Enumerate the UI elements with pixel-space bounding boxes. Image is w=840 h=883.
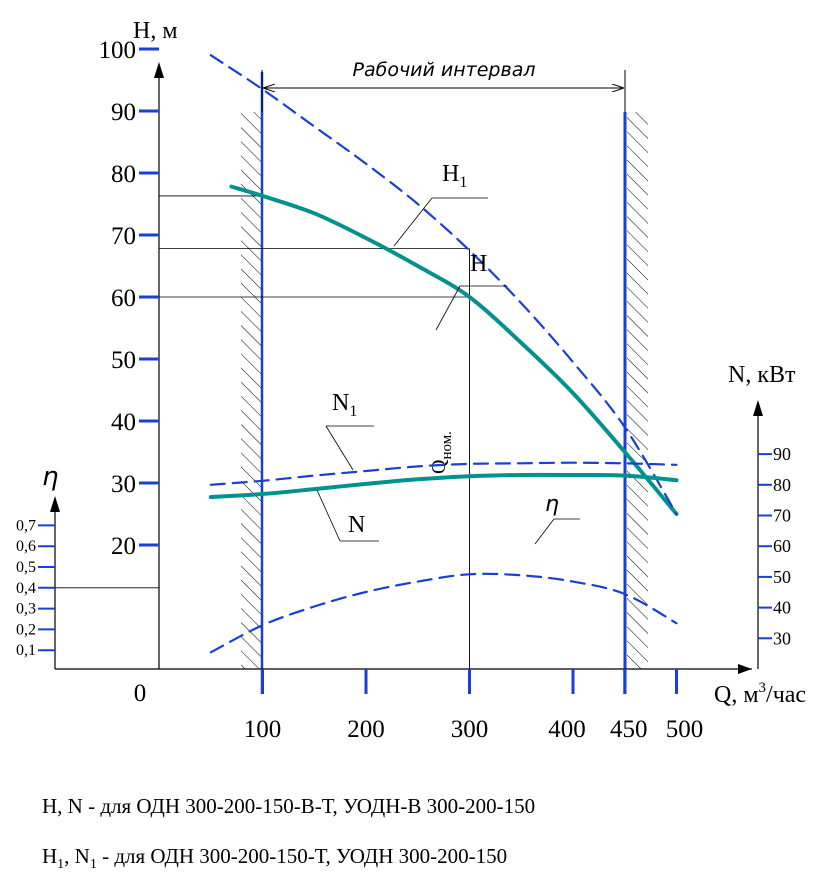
caption-h1: H (42, 844, 58, 868)
eff-tick-label: 0,2 (16, 621, 36, 638)
curve-label-eta: η (534, 492, 580, 545)
caption-n1-sub: 1 (89, 857, 97, 873)
curve-eta (209, 572, 678, 654)
curve-label-n: N (316, 489, 379, 542)
x-tick-label: 400 (548, 716, 586, 743)
eff-tick-label: 0,7 (16, 517, 36, 534)
power-tick-label: 50 (773, 567, 791, 587)
curve-label-h1: H1 (393, 161, 488, 247)
eff-tick-label: 0,3 (16, 601, 36, 618)
caption-rest: - для ОДН 300-200-150-Т, УОДН 300-200-15… (96, 844, 508, 868)
x-axis-arrow (738, 664, 752, 674)
caption-line-2: H1, N1 - для ОДН 300-200-150-Т, УОДН 300… (42, 844, 507, 873)
power-axis-label: N, кВт (728, 362, 796, 388)
head-tick-label: 90 (111, 99, 136, 126)
nominal-flow-label: Qном. (428, 431, 455, 474)
reference-lines (55, 195, 470, 669)
curve-label-h1-text: H1 (442, 161, 467, 191)
curves (208, 54, 679, 654)
power-tick-label: 60 (773, 536, 791, 556)
caption-line-1: H, N - для ОДН 300-200-150-В-Т, УОДН-В 3… (42, 794, 536, 818)
power-tick-label: 90 (773, 444, 791, 464)
head-tick-label: 50 (111, 347, 136, 374)
curve-label-eta-text: η (545, 492, 559, 517)
head-tick-label: 40 (111, 409, 136, 436)
eff-tick-label: 0,4 (16, 580, 36, 597)
power-tick-label: 70 (773, 506, 791, 526)
x-tick-label: 500 (666, 716, 704, 743)
x-tick-label: 100 (244, 716, 282, 743)
curve-label-h-text: H (470, 251, 487, 277)
curve-label-n1: N1 (325, 390, 374, 471)
head-tick-label: 100 (99, 37, 137, 64)
x-tick-label: 450 (610, 716, 648, 743)
power-tick-label: 40 (773, 598, 791, 618)
head-tick-label: 80 (111, 161, 136, 188)
head-tick-label: 70 (111, 223, 136, 250)
left-hatch-strip (241, 112, 262, 669)
x-tick-label: 300 (451, 716, 489, 743)
curve-n1 (209, 461, 678, 486)
x-tick-label: 200 (347, 716, 385, 743)
curve-label-h: H (435, 251, 507, 331)
pump-characteristic-chart: Рабочий интервал H, м N, кВт η Q, м3/час… (16, 18, 806, 743)
caption-h1-sub: 1 (57, 857, 65, 873)
curve-label-n1-text: N1 (332, 390, 357, 420)
eff-tick-label: 0,1 (16, 642, 36, 659)
power-tick-label: 30 (773, 628, 791, 648)
power-tick-label: 80 (773, 475, 791, 495)
eff-axis-label: η (42, 462, 58, 492)
curve-h1 (209, 54, 678, 516)
x-tick-label: 0 (134, 680, 147, 707)
head-tick-label: 20 (111, 533, 136, 560)
curve-h (229, 184, 679, 516)
eff-axis-arrow (50, 496, 60, 512)
head-axis-arrow (154, 62, 164, 78)
x-axis-label: Q, м3/час (714, 680, 806, 708)
working-interval-label: Рабочий интервал (353, 59, 536, 81)
right-hatch-strip (627, 112, 648, 669)
eff-tick-label: 0,5 (16, 559, 36, 576)
axis-ticks: 20 30 40 50 60 70 80 90 100 30 40 50 60 70 80 90 0,1 0,2 0… (16, 37, 791, 743)
eff-tick-label: 0,6 (16, 538, 36, 555)
head-tick-label: 60 (111, 285, 136, 312)
curve-n (208, 472, 679, 500)
head-tick-label: 30 (111, 471, 136, 498)
caption-n1: , N (64, 844, 90, 868)
curve-label-n-text: N (348, 512, 365, 538)
head-axis-label: H, м (133, 18, 178, 44)
power-axis-arrow (753, 400, 763, 416)
